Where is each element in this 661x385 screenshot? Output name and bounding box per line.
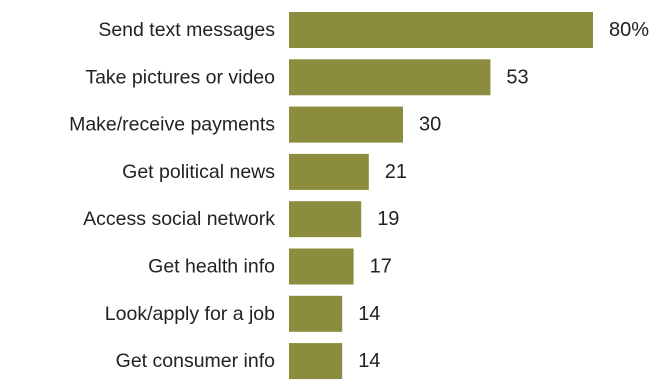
value-label: 14 <box>358 303 380 325</box>
bar <box>289 343 343 380</box>
bar <box>289 153 369 190</box>
category-labels: Send text messages Take pictures or video… <box>69 19 275 372</box>
bars <box>289 12 593 380</box>
value-label: 80% <box>609 19 649 41</box>
bar <box>289 248 354 285</box>
bar <box>289 59 491 96</box>
value-label: 19 <box>377 208 399 230</box>
category-label: Get political news <box>122 161 275 183</box>
bar <box>289 106 403 143</box>
value-labels: 80% 53 30 21 19 17 14 14 <box>358 19 649 372</box>
bar <box>289 12 593 48</box>
category-label: Get consumer info <box>116 350 275 372</box>
value-label: 17 <box>370 256 392 278</box>
category-label: Look/apply for a job <box>105 303 275 325</box>
value-label: 53 <box>506 66 528 88</box>
bar <box>289 201 362 238</box>
category-label: Get health info <box>148 256 275 278</box>
category-label: Access social network <box>83 208 275 230</box>
bar <box>289 295 343 332</box>
value-label: 21 <box>385 161 407 183</box>
category-label: Send text messages <box>98 19 275 41</box>
category-label: Take pictures or video <box>85 66 275 88</box>
value-label: 30 <box>419 114 441 136</box>
category-label: Make/receive payments <box>69 114 275 136</box>
value-label: 14 <box>358 350 380 372</box>
